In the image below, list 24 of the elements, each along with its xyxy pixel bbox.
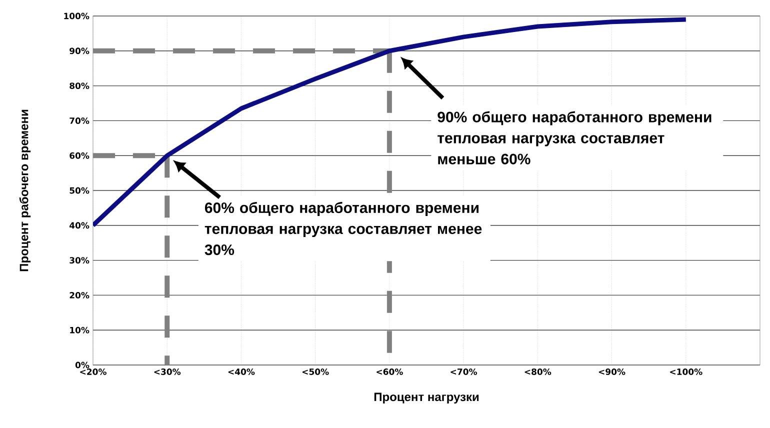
y-axis-title: Процент рабочего времени: [19, 110, 31, 272]
y-tick-label: 100%: [64, 12, 90, 20]
y-tick-label: 70%: [70, 117, 90, 124]
x-tick-label: <60%: [376, 368, 403, 375]
x-tick-label: <70%: [450, 368, 478, 375]
y-tick-label: 50%: [70, 187, 90, 194]
x-axis-title: Процент нагрузки: [374, 392, 479, 404]
y-tick-label: 20%: [70, 292, 90, 298]
y-tick-label: 80%: [70, 82, 90, 90]
x-tick-label: <50%: [302, 368, 329, 375]
y-tick-label: 90%: [70, 48, 90, 54]
annotation: 60% общего наработанного времени тепловая нагрузка составляет менее 30%: [204, 202, 482, 256]
x-tick-label: <40%: [228, 368, 255, 375]
x-tick-label: <20%: [80, 368, 106, 375]
y-tick-label: 10%: [70, 326, 90, 334]
annotation: 90% общего наработанного времени тепловая нагрузка составляет меньше 60%: [438, 111, 712, 164]
x-tick-label: <30%: [154, 368, 181, 375]
y-tick-label: 60%: [70, 152, 90, 159]
x-tick-label: <100%: [670, 368, 702, 375]
y-tick-label: 40%: [70, 222, 90, 229]
y-tick-label: 0%: [75, 362, 90, 368]
x-tick-label: <80%: [524, 368, 552, 375]
y-tick-label: 30%: [70, 257, 90, 264]
x-tick-label: <90%: [598, 368, 626, 375]
